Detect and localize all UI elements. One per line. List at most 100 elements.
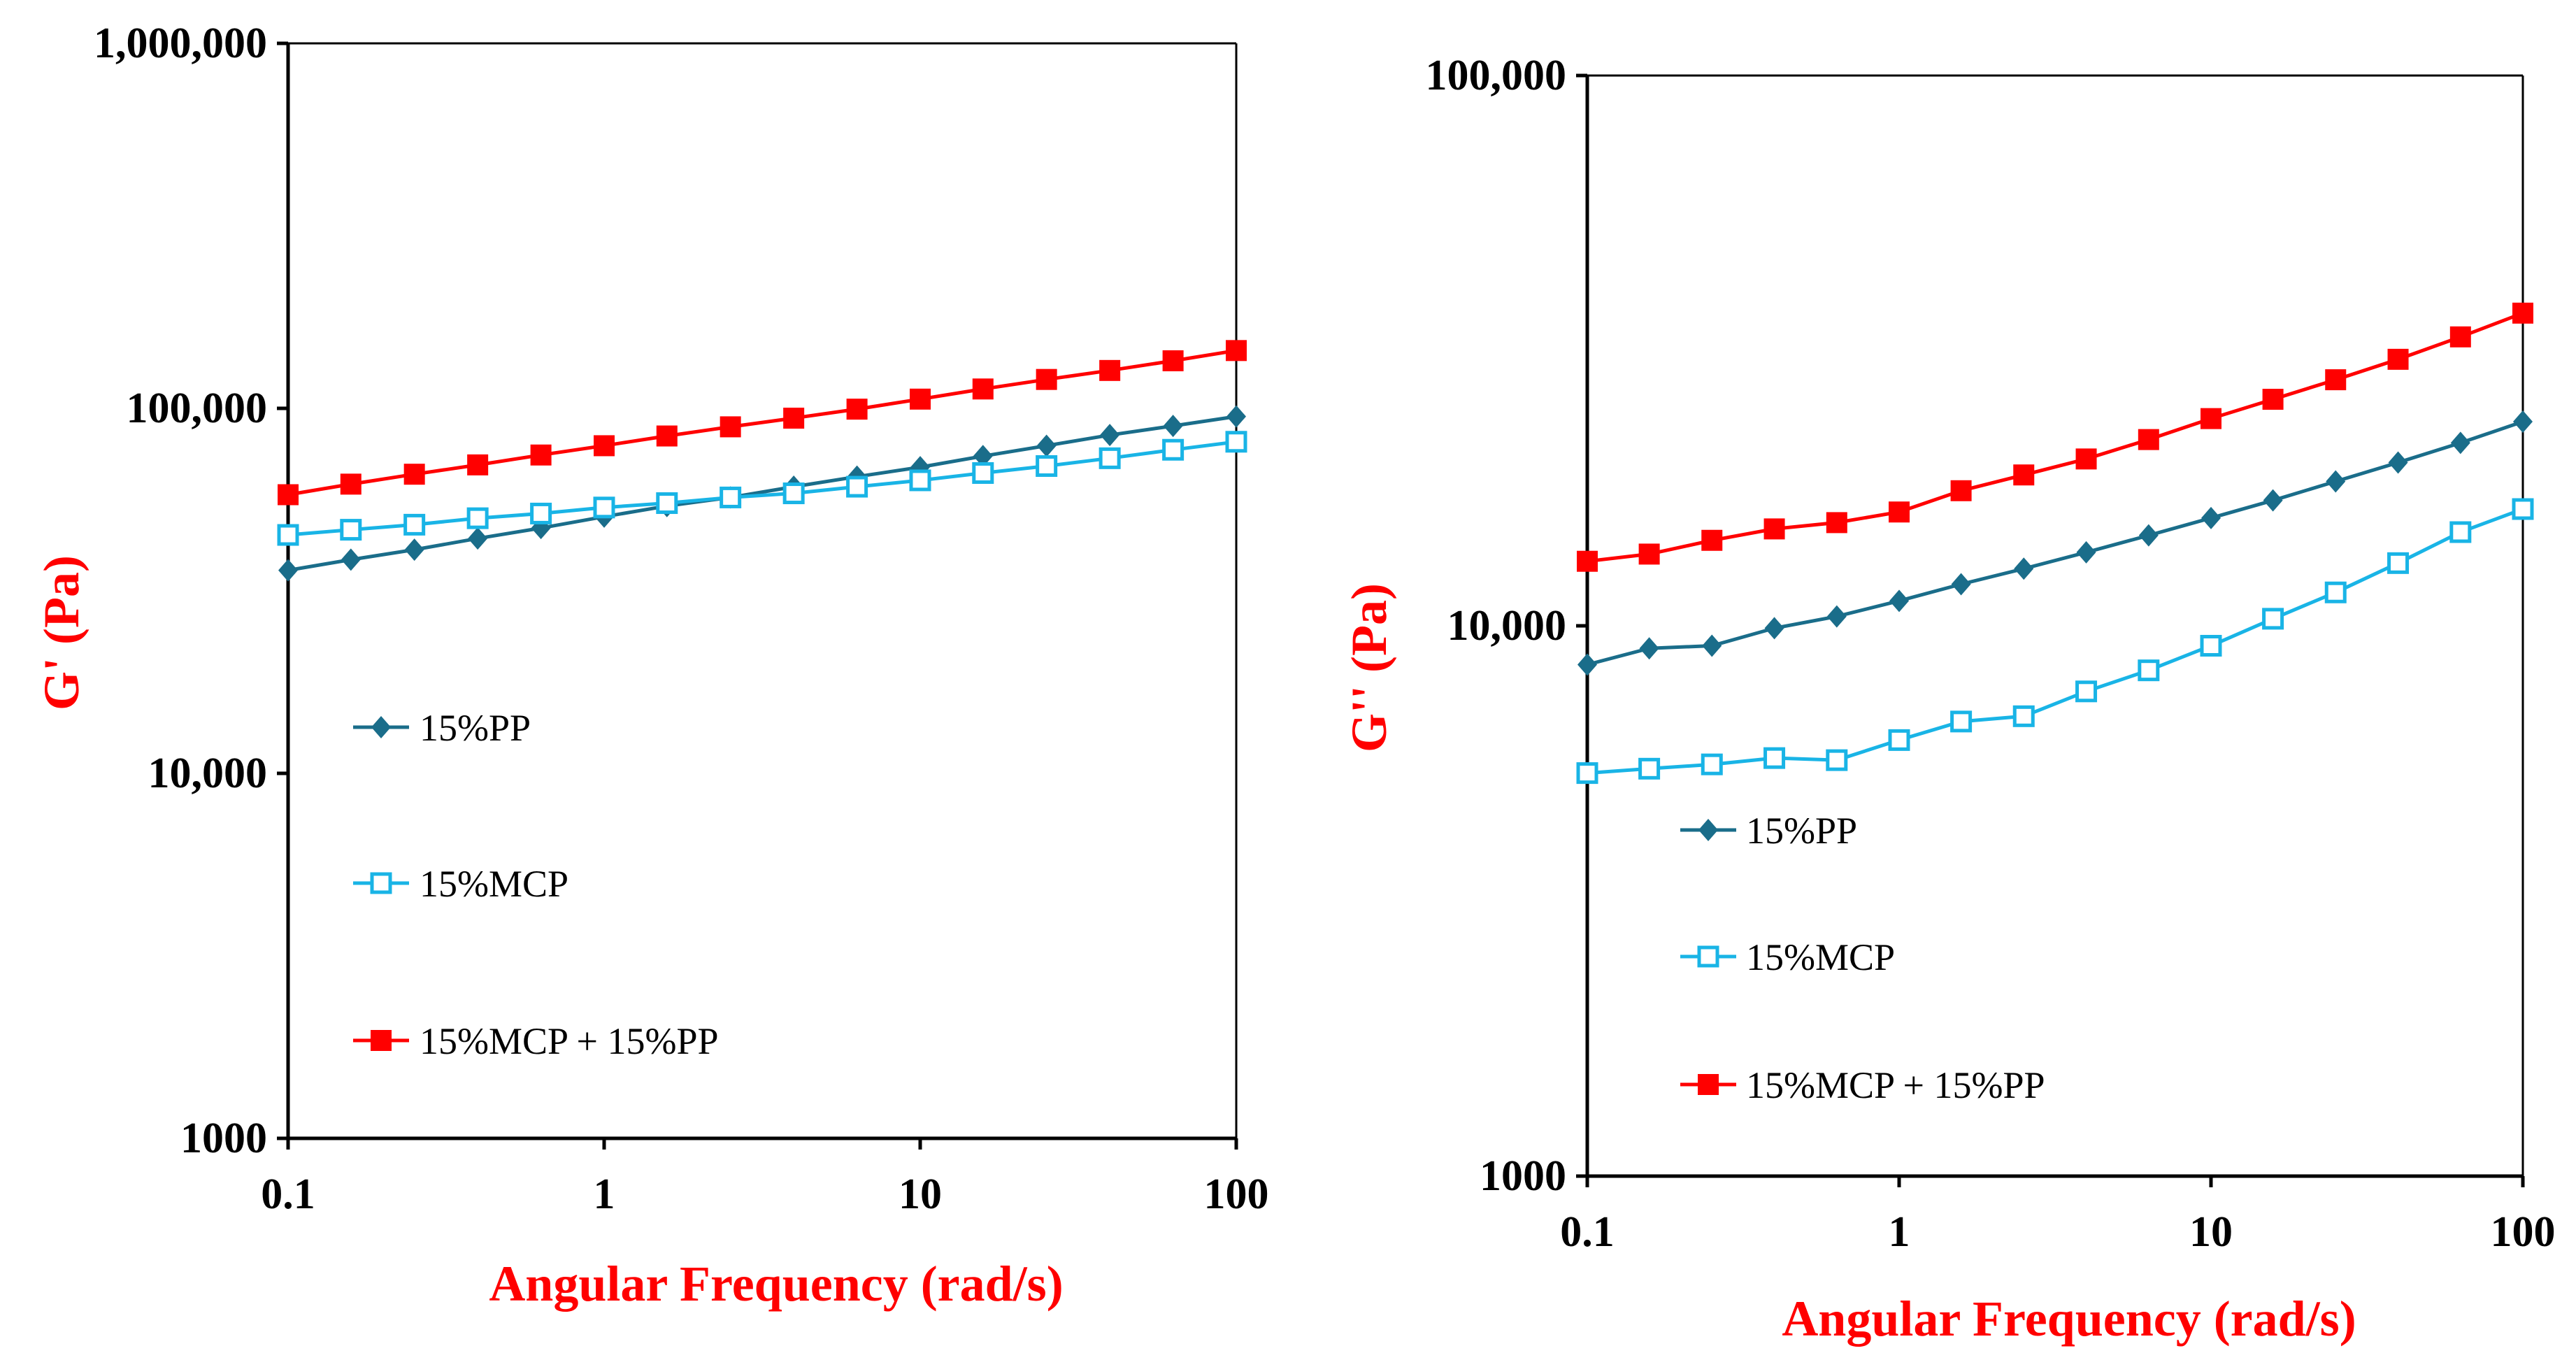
x-tick-label: 100	[1204, 1171, 1269, 1218]
data-point-mcp	[1763, 747, 1786, 769]
data-point-mix	[530, 444, 552, 466]
legend-label: 15%PP	[420, 707, 531, 749]
data-point-pp	[2263, 489, 2283, 512]
data-point-mix	[1036, 368, 1057, 390]
data-point-pp	[2201, 506, 2221, 529]
data-point-pp	[1639, 637, 1659, 660]
data-point-mcp	[1036, 455, 1058, 477]
data-point-mix	[1950, 480, 1972, 501]
data-point-mix	[2387, 348, 2409, 370]
x-tick-label: 1	[594, 1171, 615, 1218]
data-point-mcp	[2512, 498, 2534, 520]
data-point-mcp	[1225, 431, 1247, 453]
data-point-mix	[2262, 389, 2284, 410]
data-point-mcp	[846, 475, 868, 498]
data-point-pp	[1951, 573, 1971, 596]
data-point-pp	[2014, 557, 2034, 580]
legend-label: 15%MCP	[420, 863, 568, 905]
series-line-mcp	[287, 440, 1237, 537]
data-point-mcp	[530, 502, 552, 524]
data-point-mix	[2013, 464, 2035, 486]
data-point-mcp	[1162, 438, 1185, 461]
data-point-mcp	[2075, 680, 2098, 703]
series-pp	[1577, 410, 2533, 676]
data-point-mix	[2201, 408, 2221, 429]
data-point-pp	[1100, 424, 1120, 447]
legend-label: 15%MCP + 15%PP	[420, 1020, 719, 1062]
data-point-mcp	[1638, 757, 1661, 780]
legend-item-pp: 15%PP	[353, 707, 531, 749]
y-tick-label: 1,000,000	[94, 20, 267, 67]
data-point-mix	[783, 408, 805, 429]
series-pp	[278, 405, 1246, 582]
data-point-mix	[972, 378, 994, 400]
data-point-mix	[340, 473, 362, 495]
data-point-pp	[468, 527, 488, 550]
legend-label: 15%MCP	[1746, 936, 1895, 978]
data-point-mcp	[403, 513, 426, 536]
data-point-mix	[1226, 340, 1247, 362]
data-point-mcp	[656, 492, 678, 515]
legend-swatch-marker	[371, 1030, 392, 1051]
y-tick-label: 100,000	[127, 385, 268, 432]
data-point-mcp	[2200, 634, 2222, 657]
data-point-mcp	[1826, 749, 1848, 771]
chart-panel-2: 0.1 1 10 100 1000 10,000 100,000 Angular Freque…	[1341, 52, 2556, 1347]
data-point-pp	[2513, 410, 2533, 433]
data-point-pp	[341, 548, 361, 571]
data-point-mix	[467, 454, 489, 475]
data-point-mix	[403, 464, 425, 485]
data-point-mcp	[782, 482, 805, 505]
x-tick-label: 10	[2189, 1208, 2233, 1256]
data-point-mcp	[1099, 447, 1121, 469]
data-point-mix	[2075, 448, 2097, 470]
data-point-mix	[1162, 350, 1184, 371]
y-axis-title: G' (Pa)	[34, 555, 90, 710]
legend-swatch-marker	[1698, 1074, 1719, 1095]
data-point-mcp	[1576, 762, 1598, 785]
data-point-pp	[1826, 605, 1847, 628]
data-point-mix	[2325, 369, 2347, 391]
legend-item-mcp: 15%MCP	[1680, 936, 1895, 978]
chart-panel-1: 0.1 1 10 100 1000 10,000 100,000 1,000,000 Angul…	[34, 20, 1269, 1312]
series-mcp	[277, 431, 1247, 546]
data-point-pp	[1702, 634, 1722, 657]
data-point-mcp	[2324, 581, 2347, 603]
data-point-mix	[278, 484, 299, 506]
data-point-pp	[1226, 405, 1246, 428]
data-point-pp	[1163, 415, 1183, 438]
data-point-mix	[1638, 543, 1660, 565]
series-line-mix	[287, 348, 1237, 496]
data-point-mix	[1701, 529, 1723, 551]
data-point-mix	[656, 425, 678, 447]
series-line-pp	[287, 415, 1237, 573]
data-point-mix	[1826, 512, 1847, 534]
data-point-mcp	[1888, 729, 1910, 751]
data-point-mcp	[720, 486, 742, 508]
data-point-mix	[1577, 550, 1598, 572]
series-line-mix	[1587, 311, 2524, 564]
data-point-mcp	[909, 469, 931, 492]
data-point-mix	[1763, 518, 1785, 540]
legend-item-mix: 15%MCP + 15%PP	[1680, 1064, 2045, 1106]
legend-swatch-marker	[371, 716, 391, 738]
x-axis-title: Angular Frequency (rad/s)	[489, 1256, 1063, 1312]
legend-label: 15%MCP + 15%PP	[1746, 1064, 2045, 1106]
y-tick-label: 10,000	[1447, 602, 1567, 650]
y-axis-title: G'' (Pa)	[1341, 583, 1397, 752]
legend-item-mcp: 15%MCP	[353, 863, 568, 905]
x-tick-label: 1	[1889, 1208, 1910, 1256]
data-point-mix	[910, 388, 931, 410]
data-point-mix	[2138, 429, 2159, 450]
y-tick-label: 100,000	[1426, 52, 1567, 99]
data-point-pp	[2138, 524, 2159, 547]
data-point-mcp	[277, 524, 299, 546]
legend-swatch-marker	[370, 872, 392, 894]
data-point-mix	[846, 399, 868, 420]
data-point-pp	[1889, 589, 1909, 613]
series-mcp	[1576, 498, 2534, 785]
data-point-mix	[594, 435, 615, 457]
data-point-mcp	[972, 461, 994, 484]
data-point-pp	[973, 445, 993, 468]
